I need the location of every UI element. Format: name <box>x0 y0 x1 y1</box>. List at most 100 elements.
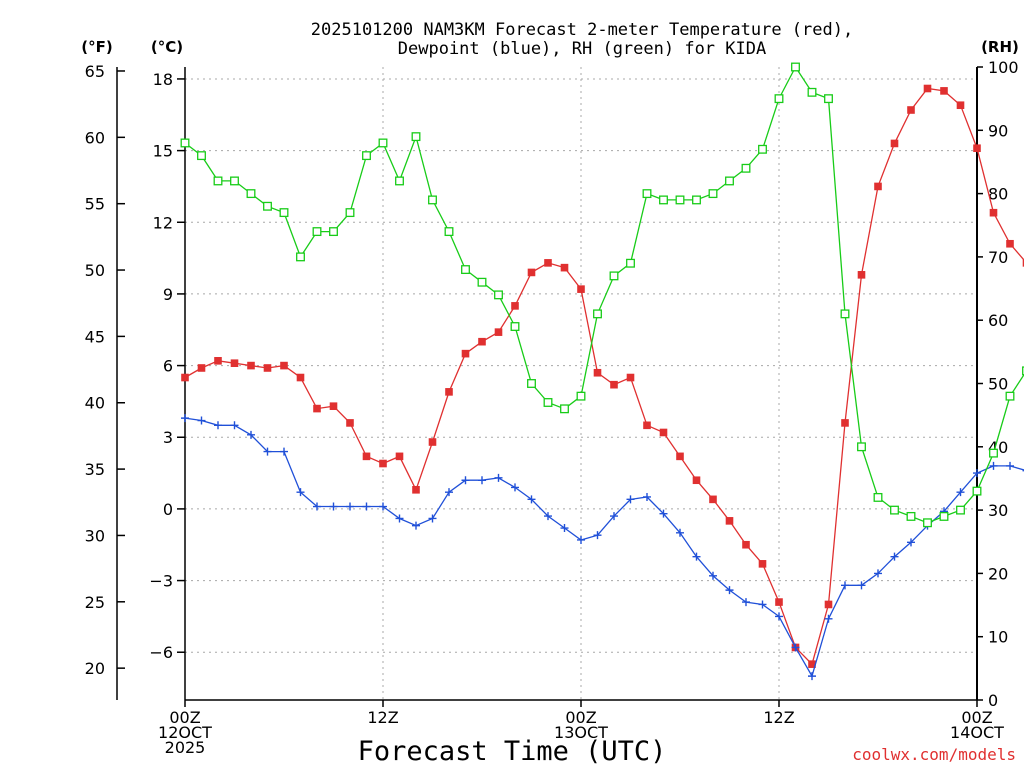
data-point <box>214 421 222 430</box>
data-point <box>956 505 965 515</box>
title-line-1: 2025101200 NAM3KM Forecast 2-meter Tempe… <box>311 20 853 40</box>
data-point <box>973 144 981 153</box>
data-point <box>494 328 503 336</box>
rh-tick-label: 90 <box>988 121 1008 140</box>
data-point <box>841 581 849 590</box>
celsius-tick-label: 0 <box>163 500 173 519</box>
data-point <box>461 349 470 358</box>
time-tick-label: 12Z <box>763 708 794 727</box>
data-point <box>346 502 354 511</box>
celsius-tick-label: 9 <box>163 285 173 304</box>
data-point <box>280 447 288 456</box>
rh-tick-label: 20 <box>988 564 1008 583</box>
celsius-tick-label: 3 <box>163 428 173 447</box>
celsius-tick-label: 15 <box>153 142 173 161</box>
data-point <box>577 285 585 293</box>
data-point <box>246 189 256 199</box>
data-point <box>345 208 355 218</box>
data-point <box>428 195 437 205</box>
data-point <box>197 151 206 161</box>
data-point <box>775 598 783 606</box>
data-point <box>1005 391 1015 401</box>
data-point <box>230 359 239 367</box>
data-point <box>560 404 569 414</box>
series-dewpoint <box>181 414 1024 681</box>
data-point <box>610 512 618 521</box>
data-point <box>659 195 668 205</box>
data-point <box>478 337 486 346</box>
data-point <box>907 106 915 114</box>
data-point <box>461 476 470 485</box>
data-point <box>890 552 899 561</box>
celsius-tick-label: 18 <box>153 70 173 89</box>
data-point <box>329 227 338 237</box>
data-point <box>940 87 948 95</box>
data-point <box>758 560 767 568</box>
data-point <box>989 448 998 458</box>
rh-tick-label: 80 <box>988 185 1008 204</box>
time-tick-label: 00Z <box>565 708 596 727</box>
data-point <box>494 473 503 482</box>
data-point <box>312 227 322 237</box>
data-point <box>808 660 816 668</box>
data-point <box>841 419 849 427</box>
data-point <box>362 151 371 161</box>
data-point <box>643 492 651 501</box>
rh-tick-label: 60 <box>988 311 1008 330</box>
data-point <box>676 452 684 461</box>
rh-tick-label: 70 <box>988 248 1008 267</box>
data-point <box>395 176 404 186</box>
data-point <box>543 398 553 407</box>
data-point <box>444 227 454 237</box>
data-point <box>296 488 305 497</box>
celsius-axis-ticks: 18 15 12 9 6 3 0 −3 −6 <box>149 70 185 662</box>
data-point <box>725 176 734 186</box>
data-point <box>643 421 651 430</box>
fahrenheit-tick-label: 55 <box>85 195 105 214</box>
rh-tick-label: 30 <box>988 501 1008 520</box>
fahrenheit-tick-label: 40 <box>85 394 105 413</box>
data-point <box>774 94 784 104</box>
data-point <box>445 388 453 396</box>
data-point <box>593 309 602 319</box>
data-point <box>989 461 998 470</box>
data-point <box>659 428 668 437</box>
data-point <box>676 528 684 537</box>
data-point <box>824 600 833 609</box>
data-point <box>890 139 899 148</box>
data-point <box>907 538 915 547</box>
data-point <box>725 586 734 595</box>
series-temperature <box>181 84 1024 668</box>
data-point <box>659 509 668 518</box>
rh-tick-label: 0 <box>988 691 998 710</box>
data-point <box>279 208 289 218</box>
data-point <box>642 189 652 199</box>
fahrenheit-tick-label: 45 <box>85 327 105 346</box>
data-point <box>247 361 255 370</box>
credit-text: coolwx.com/models <box>852 745 1016 764</box>
fahrenheit-tick-label: 25 <box>85 593 105 612</box>
data-point <box>725 517 734 525</box>
data-point <box>214 357 222 365</box>
data-point <box>758 144 767 154</box>
data-point <box>857 581 866 590</box>
title-line-2: Dewpoint (blue), RH (green) for KIDA <box>398 39 766 59</box>
data-point <box>362 452 371 461</box>
data-point <box>758 600 767 609</box>
celsius-tick-label: 6 <box>163 357 173 376</box>
data-point <box>412 521 420 530</box>
data-point <box>395 514 404 523</box>
data-point <box>329 402 338 410</box>
data-point <box>593 368 602 377</box>
data-point <box>956 101 965 110</box>
data-point <box>626 495 635 504</box>
data-point <box>296 252 305 262</box>
data-point <box>840 309 850 319</box>
rh-tick-label: 100 <box>988 58 1019 77</box>
data-point <box>263 364 272 372</box>
data-point <box>972 486 982 496</box>
time-tick-label: 00Z <box>169 708 200 727</box>
data-point <box>775 612 783 621</box>
data-point <box>197 364 206 372</box>
